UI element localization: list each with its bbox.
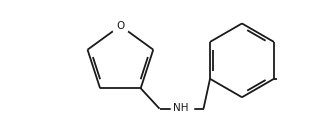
Text: O: O [116, 21, 125, 31]
Text: NH: NH [173, 103, 189, 113]
